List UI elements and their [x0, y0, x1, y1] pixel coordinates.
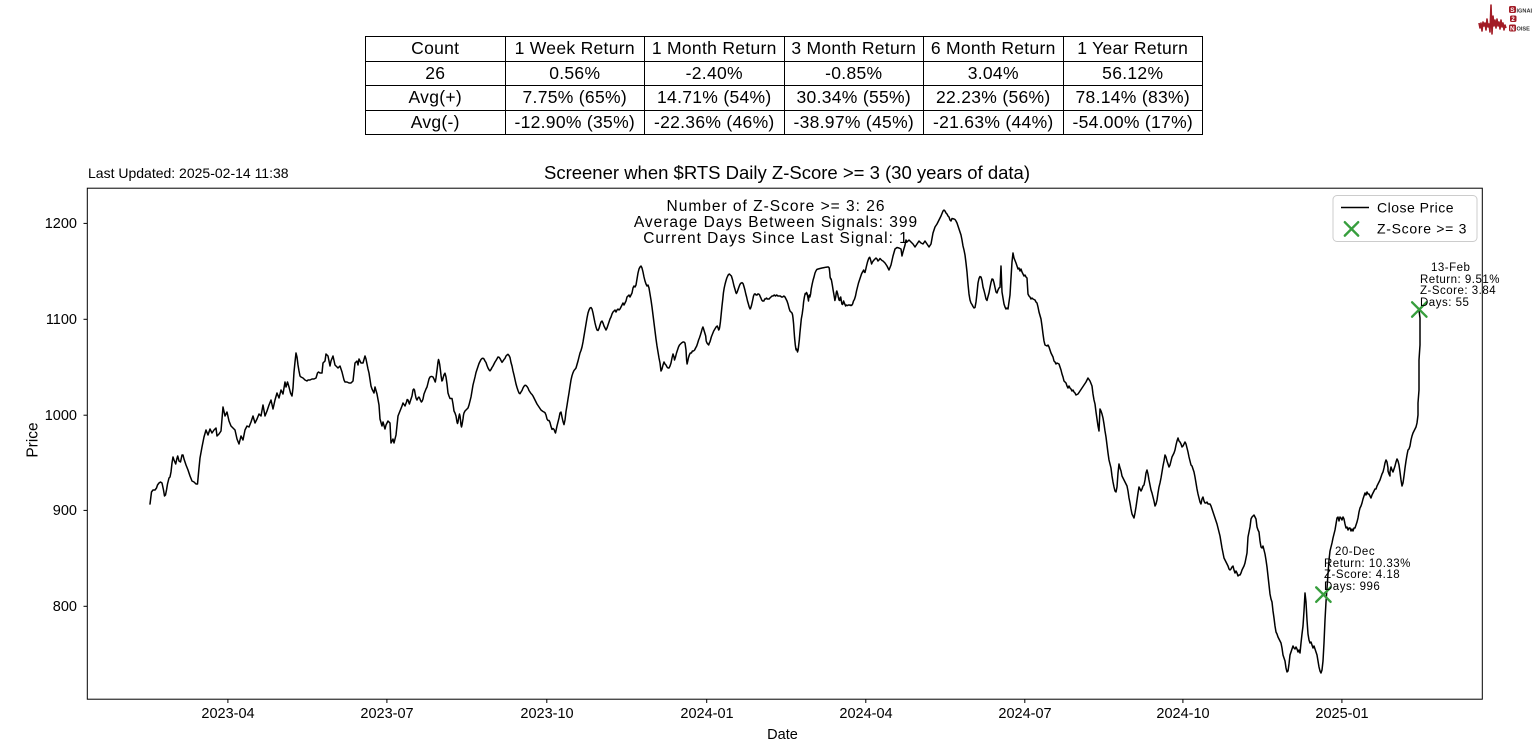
svg-text:S: S	[1510, 7, 1515, 14]
svg-text:N: N	[1510, 25, 1515, 32]
svg-text:OISE: OISE	[1517, 27, 1531, 33]
svg-text:IGNAL: IGNAL	[1517, 8, 1533, 14]
svg-text:Z-Score >= 3: Z-Score >= 3	[1377, 221, 1467, 237]
svg-text:2: 2	[1511, 17, 1515, 23]
svg-text:Close Price: Close Price	[1377, 200, 1454, 216]
